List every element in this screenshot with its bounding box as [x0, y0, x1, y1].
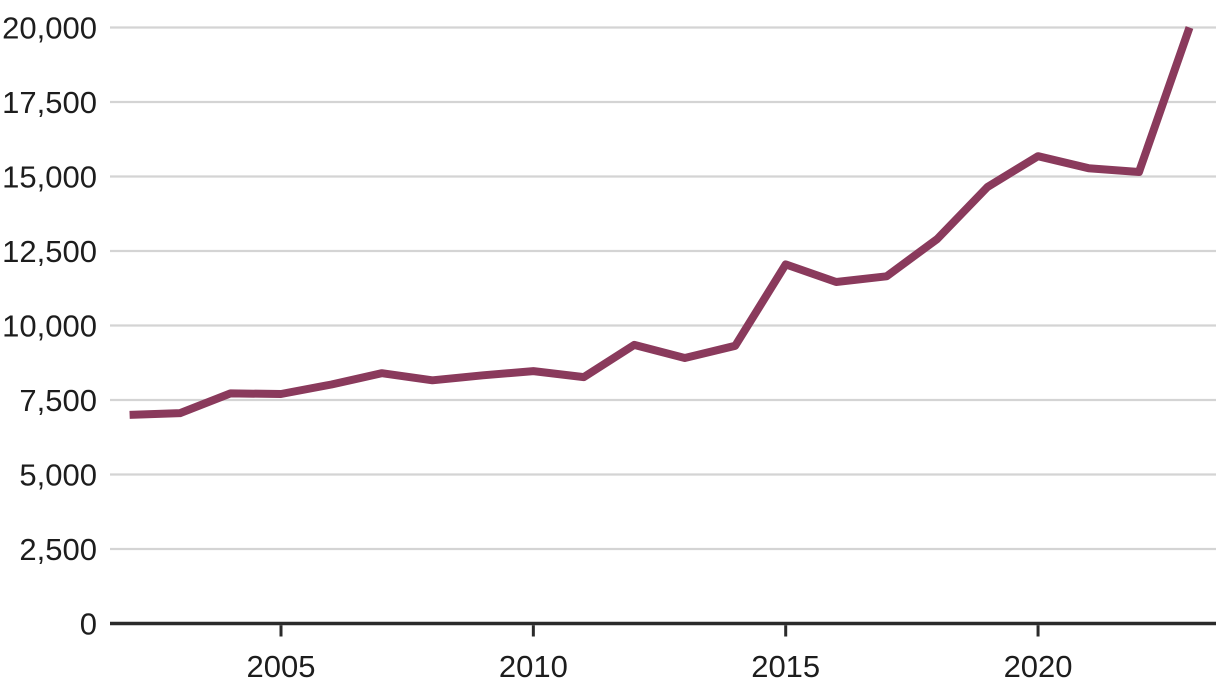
x-axis-tick-label: 2020: [1004, 649, 1073, 684]
y-axis-tick-label: 20,000: [2, 10, 97, 45]
x-axis-tick-label: 2010: [499, 649, 568, 684]
x-axis-tick-label: 2005: [247, 649, 316, 684]
y-axis-tick-label: 12,500: [2, 234, 97, 269]
y-axis-tick-label: 15,000: [2, 159, 97, 194]
y-axis-tick-label: 0: [80, 606, 97, 641]
y-axis-tick-label: 5,000: [19, 457, 97, 492]
y-axis-tick-label: 10,000: [2, 308, 97, 343]
y-axis-tick-label: 2,500: [19, 532, 97, 567]
data-series-line: [129, 26, 1194, 419]
x-axis-tick-label: 2015: [751, 649, 820, 684]
y-axis-tick-label: 7,500: [19, 383, 97, 418]
y-axis-tick-label: 17,500: [2, 85, 97, 120]
